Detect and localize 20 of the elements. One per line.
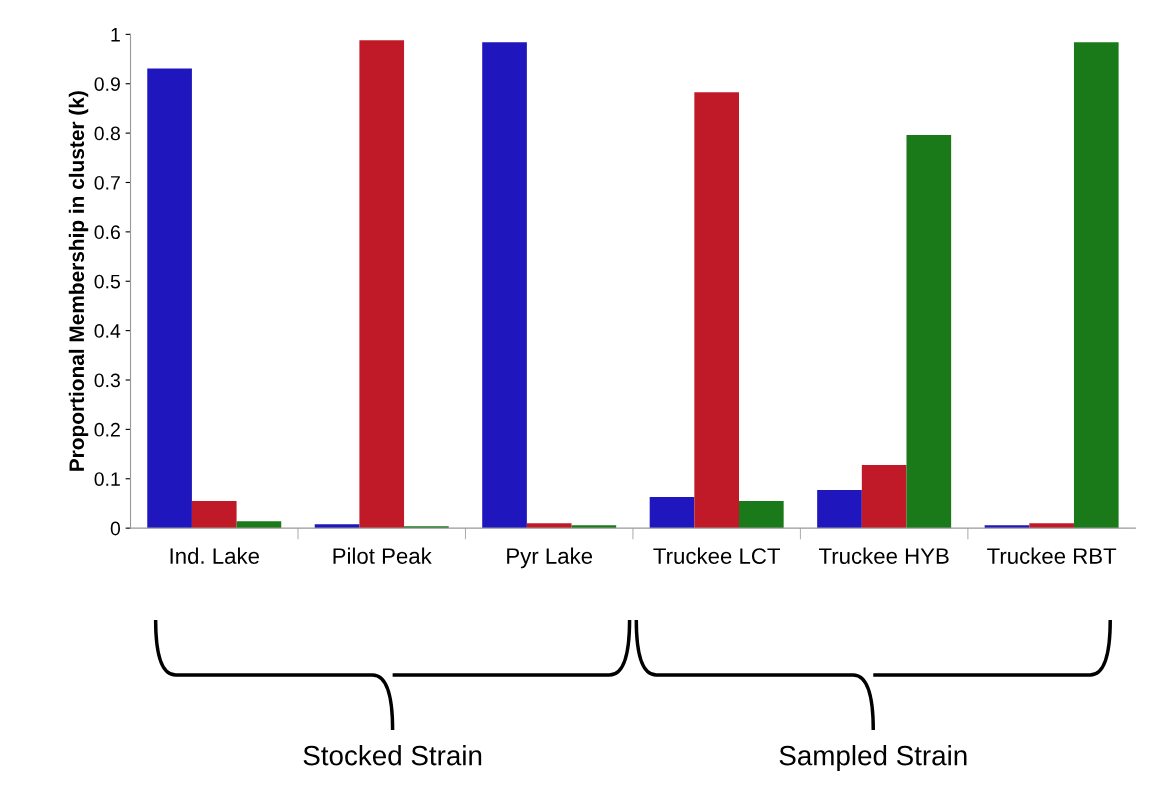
y-tick-label: 0.2 [94,422,120,437]
x-tick-label: Ind. Lake [170,547,259,564]
y-tick-label: 0 [110,521,121,536]
y-tick-label: 0.6 [94,225,120,240]
x-tick-label: Pilot Peak [333,547,432,564]
y-tick-label: 0.5 [94,274,120,289]
y-axis-title: Proportional Membership in cluster (k) [68,91,89,471]
y-tick-label: 0.1 [94,472,120,486]
x-tick-label: Truckee RBT [987,547,1117,564]
y-tick-label: 0.7 [94,175,120,190]
y-tick-label: 0.9 [94,77,120,91]
x-tick-label: Truckee HYB [819,547,949,564]
y-tick-label: 0.8 [94,126,120,141]
y-tick-label: 1 [111,28,120,42]
y-tick-label: 0.3 [94,373,120,388]
text: Stocked Strain [303,745,482,766]
text: Sampled Strain [779,745,967,771]
y-tick-label: 0.4 [94,324,121,338]
x-tick-label: Pyr Lake [507,547,593,569]
x-tick-label: Truckee LCT [653,547,780,564]
